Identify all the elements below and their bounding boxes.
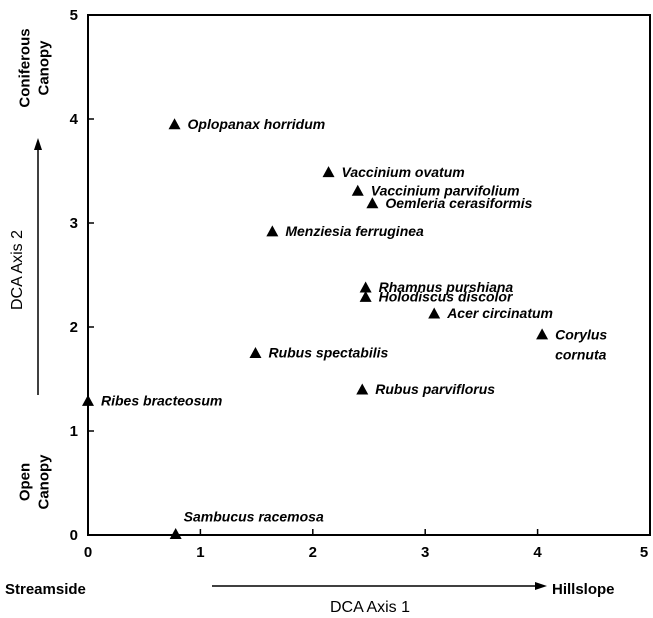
y-tick-label: 1: [70, 423, 78, 440]
x-tick-label: 2: [309, 544, 317, 561]
point: [322, 166, 335, 178]
y-low-label: Open Canopy: [17, 454, 53, 510]
point-label: Corylus cornuta: [555, 326, 607, 362]
point-label: Holodiscus discolor: [379, 289, 514, 305]
y-tick-label: 5: [70, 7, 78, 24]
x-tick-label: 5: [640, 544, 648, 561]
point-label: Vaccinium ovatum: [342, 164, 465, 180]
x-tick-label: 3: [421, 544, 429, 561]
x-tick-label: 4: [533, 544, 542, 561]
point: [359, 281, 372, 293]
point-label: Rhamnus purshiana: [379, 279, 514, 295]
y-arrow-head: [34, 138, 42, 150]
y-tick-label: 2: [70, 319, 78, 336]
point: [82, 394, 94, 406]
point: [428, 307, 441, 319]
point: [169, 528, 182, 539]
point-label: Acer circinatum: [446, 305, 553, 321]
point: [266, 225, 279, 237]
y-tick-label: 0: [70, 527, 78, 544]
y-axis-title: DCA Axis 2: [9, 230, 26, 310]
y-tick-label: 4: [70, 111, 79, 128]
point-label: Oemleria cerasiformis: [385, 195, 532, 211]
point-label: Menziesia ferruginea: [285, 223, 424, 239]
plot-frame: [87, 14, 651, 536]
point: [168, 118, 181, 130]
x-arrow-head: [535, 582, 547, 590]
x-axis-title: DCA Axis 1: [330, 599, 410, 616]
x-high-label: Hillslope: [552, 581, 615, 598]
y-high-label: Coniferous Canopy: [17, 28, 53, 107]
point-label: Vaccinium parvifolium: [371, 183, 520, 199]
point: [249, 347, 262, 359]
point-label: Ribes bracteosum: [101, 393, 222, 409]
point-label: Rubus spectabilis: [268, 345, 388, 361]
x-low-label: Streamside: [5, 581, 86, 598]
point: [351, 184, 364, 196]
y-tick-label: 3: [70, 215, 78, 232]
x-tick-label: 1: [196, 544, 204, 561]
point: [366, 197, 379, 209]
x-tick-label: 0: [84, 544, 92, 561]
point-label: Rubus parviflorus: [375, 381, 495, 397]
point: [359, 290, 372, 302]
point: [536, 328, 549, 340]
point-label: Oplopanax horridum: [188, 116, 326, 132]
point-label: Sambucus racemosa: [184, 509, 324, 525]
point: [356, 383, 369, 395]
